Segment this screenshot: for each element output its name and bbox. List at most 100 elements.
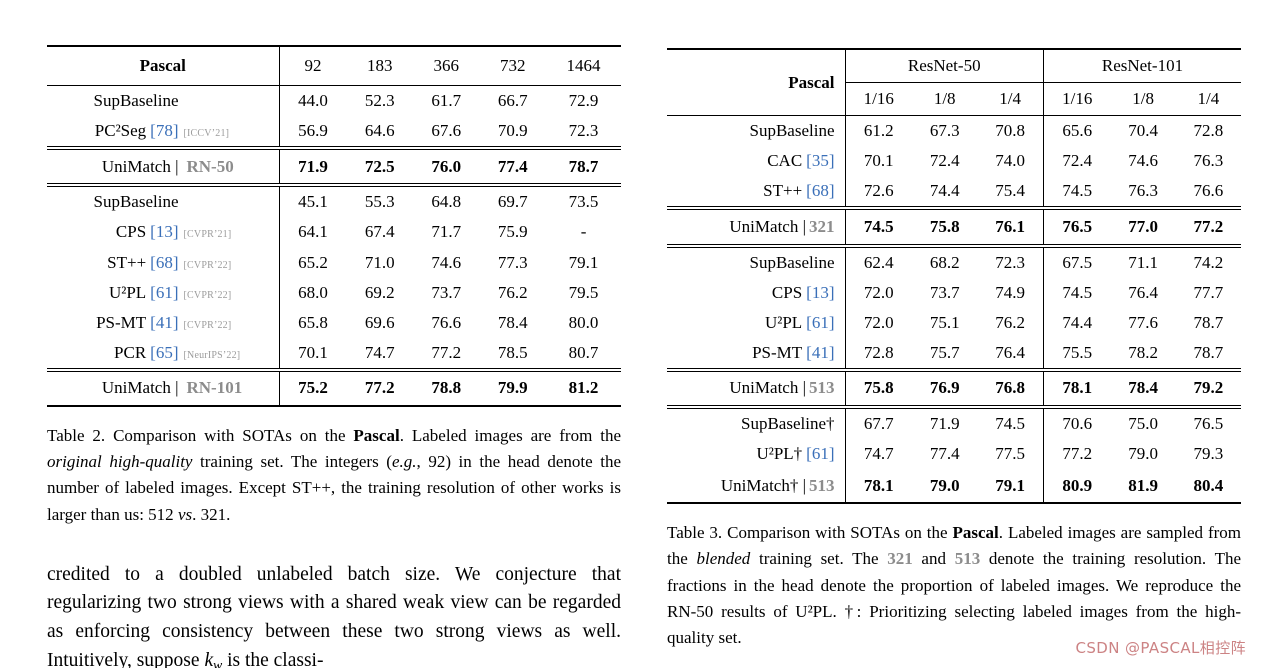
text-segment: credited to a doubled unlabeled batch si… — [47, 563, 621, 668]
method-cell: UniMatch | 321 — [667, 208, 845, 245]
venue-slot: RN-101 — [179, 377, 277, 399]
score-cell: 79.2 — [1193, 378, 1224, 398]
score-cell: 75.9 — [497, 222, 528, 242]
method-cell: PC²Seg [78] [ICCV’21] — [47, 116, 279, 148]
score-cell: 74.7 — [844, 439, 913, 470]
citation-link[interactable]: [35] — [806, 151, 835, 171]
method-row: SupBaseline 44.0 52.3 61.7 66.7 72.9 — [47, 85, 621, 117]
method-cell: SupBaseline — [47, 86, 279, 117]
score-cell: 61.7 — [431, 91, 462, 111]
score-cell: 74.2 — [1193, 252, 1224, 272]
citation-link[interactable]: [68] — [806, 181, 835, 201]
venue-tag: [CVPR’22] — [183, 259, 232, 271]
score-cell: 78.7 — [1193, 342, 1224, 362]
text-segment: training set. The integers ( — [192, 452, 392, 472]
score-cell: 72.3 — [995, 252, 1025, 272]
score-cell: 77.5 — [995, 444, 1025, 464]
score-cell: 78.5 — [497, 342, 528, 362]
method-label: UniMatch | RN-50 — [49, 156, 277, 178]
method-row: SupBaseline 45.1 55.3 64.8 69.7 73.5 — [47, 185, 621, 218]
text-segment: Pascal — [952, 523, 999, 543]
method-cell: CPS [13] [CVPR’21] — [47, 217, 279, 247]
method-cell: UniMatch† | 513 — [667, 469, 845, 503]
score-cell: 79.0 — [929, 475, 960, 495]
method-cell: ST++ [68] [CVPR’22] — [47, 248, 279, 278]
method-label: PS-MT [41] [CVPR’22] — [49, 312, 277, 334]
score-cell: 72.6 — [844, 176, 913, 209]
venue-tag: [CVPR’22] — [183, 319, 232, 331]
result-row-unimatch: UniMatch | RN-50 71.9 72.5 76.0 77.4 78.7 — [47, 148, 621, 186]
score-cell: 78.1 — [844, 469, 913, 504]
method-name: PS-MT — [752, 342, 803, 362]
table-subheader-row: 1/16 1/8 1/4 1/16 1/8 1/4 — [667, 82, 1241, 116]
score-cell: 72.8 — [1193, 121, 1224, 141]
method-name-wrap: PC²Seg [78] — [49, 120, 179, 142]
score-cell: 71.9 — [278, 148, 347, 186]
score-cell: 79.3 — [1193, 444, 1224, 464]
text-segment: Table 3. Comparison with SOTAs on the — [667, 523, 953, 543]
method-cell: SupBaseline — [667, 246, 845, 278]
score-cell: 77.6 — [1128, 312, 1159, 332]
citation-link[interactable]: [61] — [150, 282, 179, 302]
score-cell: 78.8 — [431, 378, 462, 398]
score-cell: 72.9 — [568, 91, 599, 111]
citation-link[interactable]: [41] — [806, 342, 835, 362]
method-row: CPS [13] [CVPR’21] 64.1 67.4 71.7 75.9 - — [47, 217, 621, 248]
method-name-wrap: UniMatch | — [49, 156, 179, 178]
table-group: UniMatch | 321 74.5 75.8 76.1 76.5 77.0 77.2 — [667, 208, 1241, 246]
score-cell: 74.6 — [1128, 151, 1159, 171]
method-cell: PS-MT [41] — [667, 338, 845, 370]
citation-link[interactable]: [78] — [150, 121, 179, 141]
score-cell: 71.7 — [431, 222, 462, 242]
result-row-unimatch: UniMatch | 321 74.5 75.8 76.1 76.5 77.0 77.2 — [667, 208, 1241, 246]
method-row: PCR [65] [NeurIPS’22] 70.1 74.7 77.2 78.5 80.7 — [47, 337, 621, 370]
score-cell: 64.8 — [431, 192, 462, 212]
citation-link[interactable]: [13] — [806, 282, 835, 302]
citation-link[interactable]: [68] — [150, 252, 179, 272]
score-cell: 74.0 — [995, 151, 1025, 171]
text-segment: k — [204, 649, 214, 668]
resolution-label: 513 — [809, 378, 835, 398]
column-header: 183 — [367, 56, 393, 75]
score-cell: 68.2 — [929, 252, 960, 272]
table-head: Pascal ResNet-50 ResNet-101 1/16 1/8 1/4 1/16 1… — [667, 49, 1241, 116]
score-cell: 77.3 — [497, 252, 528, 272]
method-label: CPS [13] [CVPR’21] — [49, 221, 277, 243]
method-cell: U²PL† [61] — [667, 439, 845, 469]
score-cell: 74.6 — [431, 252, 462, 272]
score-cell: 75.8 — [844, 369, 913, 408]
score-cell: 70.1 — [844, 146, 913, 177]
score-cell: 64.1 — [278, 217, 347, 248]
method-label: PC²Seg [78] [ICCV’21] — [49, 120, 277, 142]
score-cell: 78.4 — [497, 312, 528, 332]
text-segment: 513 — [954, 549, 981, 569]
column-header: 366 — [433, 56, 460, 75]
score-cell: 72.4 — [929, 151, 960, 171]
body-paragraph: credited to a doubled unlabeled batch si… — [47, 561, 621, 668]
score-cell: 74.4 — [1042, 307, 1111, 338]
citation-link[interactable]: [61] — [806, 444, 835, 464]
method-row: U²PL [61] [CVPR’22] 68.0 69.2 73.7 76.2 79.5 — [47, 277, 621, 308]
method-cell: UniMatch | RN-50 — [47, 148, 279, 185]
text-segment: denote the training resolution. The frac… — [667, 549, 1241, 647]
score-cell: 69.2 — [364, 282, 395, 302]
method-cell: SupBaseline† — [667, 407, 845, 439]
score-cell: 76.6 — [1193, 181, 1224, 201]
score-cell: 77.7 — [1193, 282, 1224, 302]
citation-link[interactable]: [41] — [150, 312, 179, 332]
score-cell: 69.6 — [364, 312, 395, 332]
score-cell: 70.1 — [278, 337, 347, 370]
citation-link[interactable]: [13] — [150, 222, 179, 242]
score-cell: 73.7 — [431, 282, 462, 302]
text-segment: blended — [696, 549, 751, 569]
citation-link[interactable]: [65] — [150, 342, 179, 362]
method-name: CPS — [771, 282, 803, 302]
score-cell: 76.5 — [1042, 208, 1111, 246]
method-name-wrap: SupBaseline — [49, 191, 179, 213]
score-cell: 79.1 — [568, 252, 599, 272]
citation-link[interactable]: [61] — [806, 312, 835, 332]
score-cell: 62.4 — [844, 245, 913, 278]
result-row-unimatch: UniMatch | RN-101 75.2 77.2 78.8 79.9 81.2 — [47, 369, 621, 407]
venue-slot: [ICCV’21] — [179, 120, 277, 142]
